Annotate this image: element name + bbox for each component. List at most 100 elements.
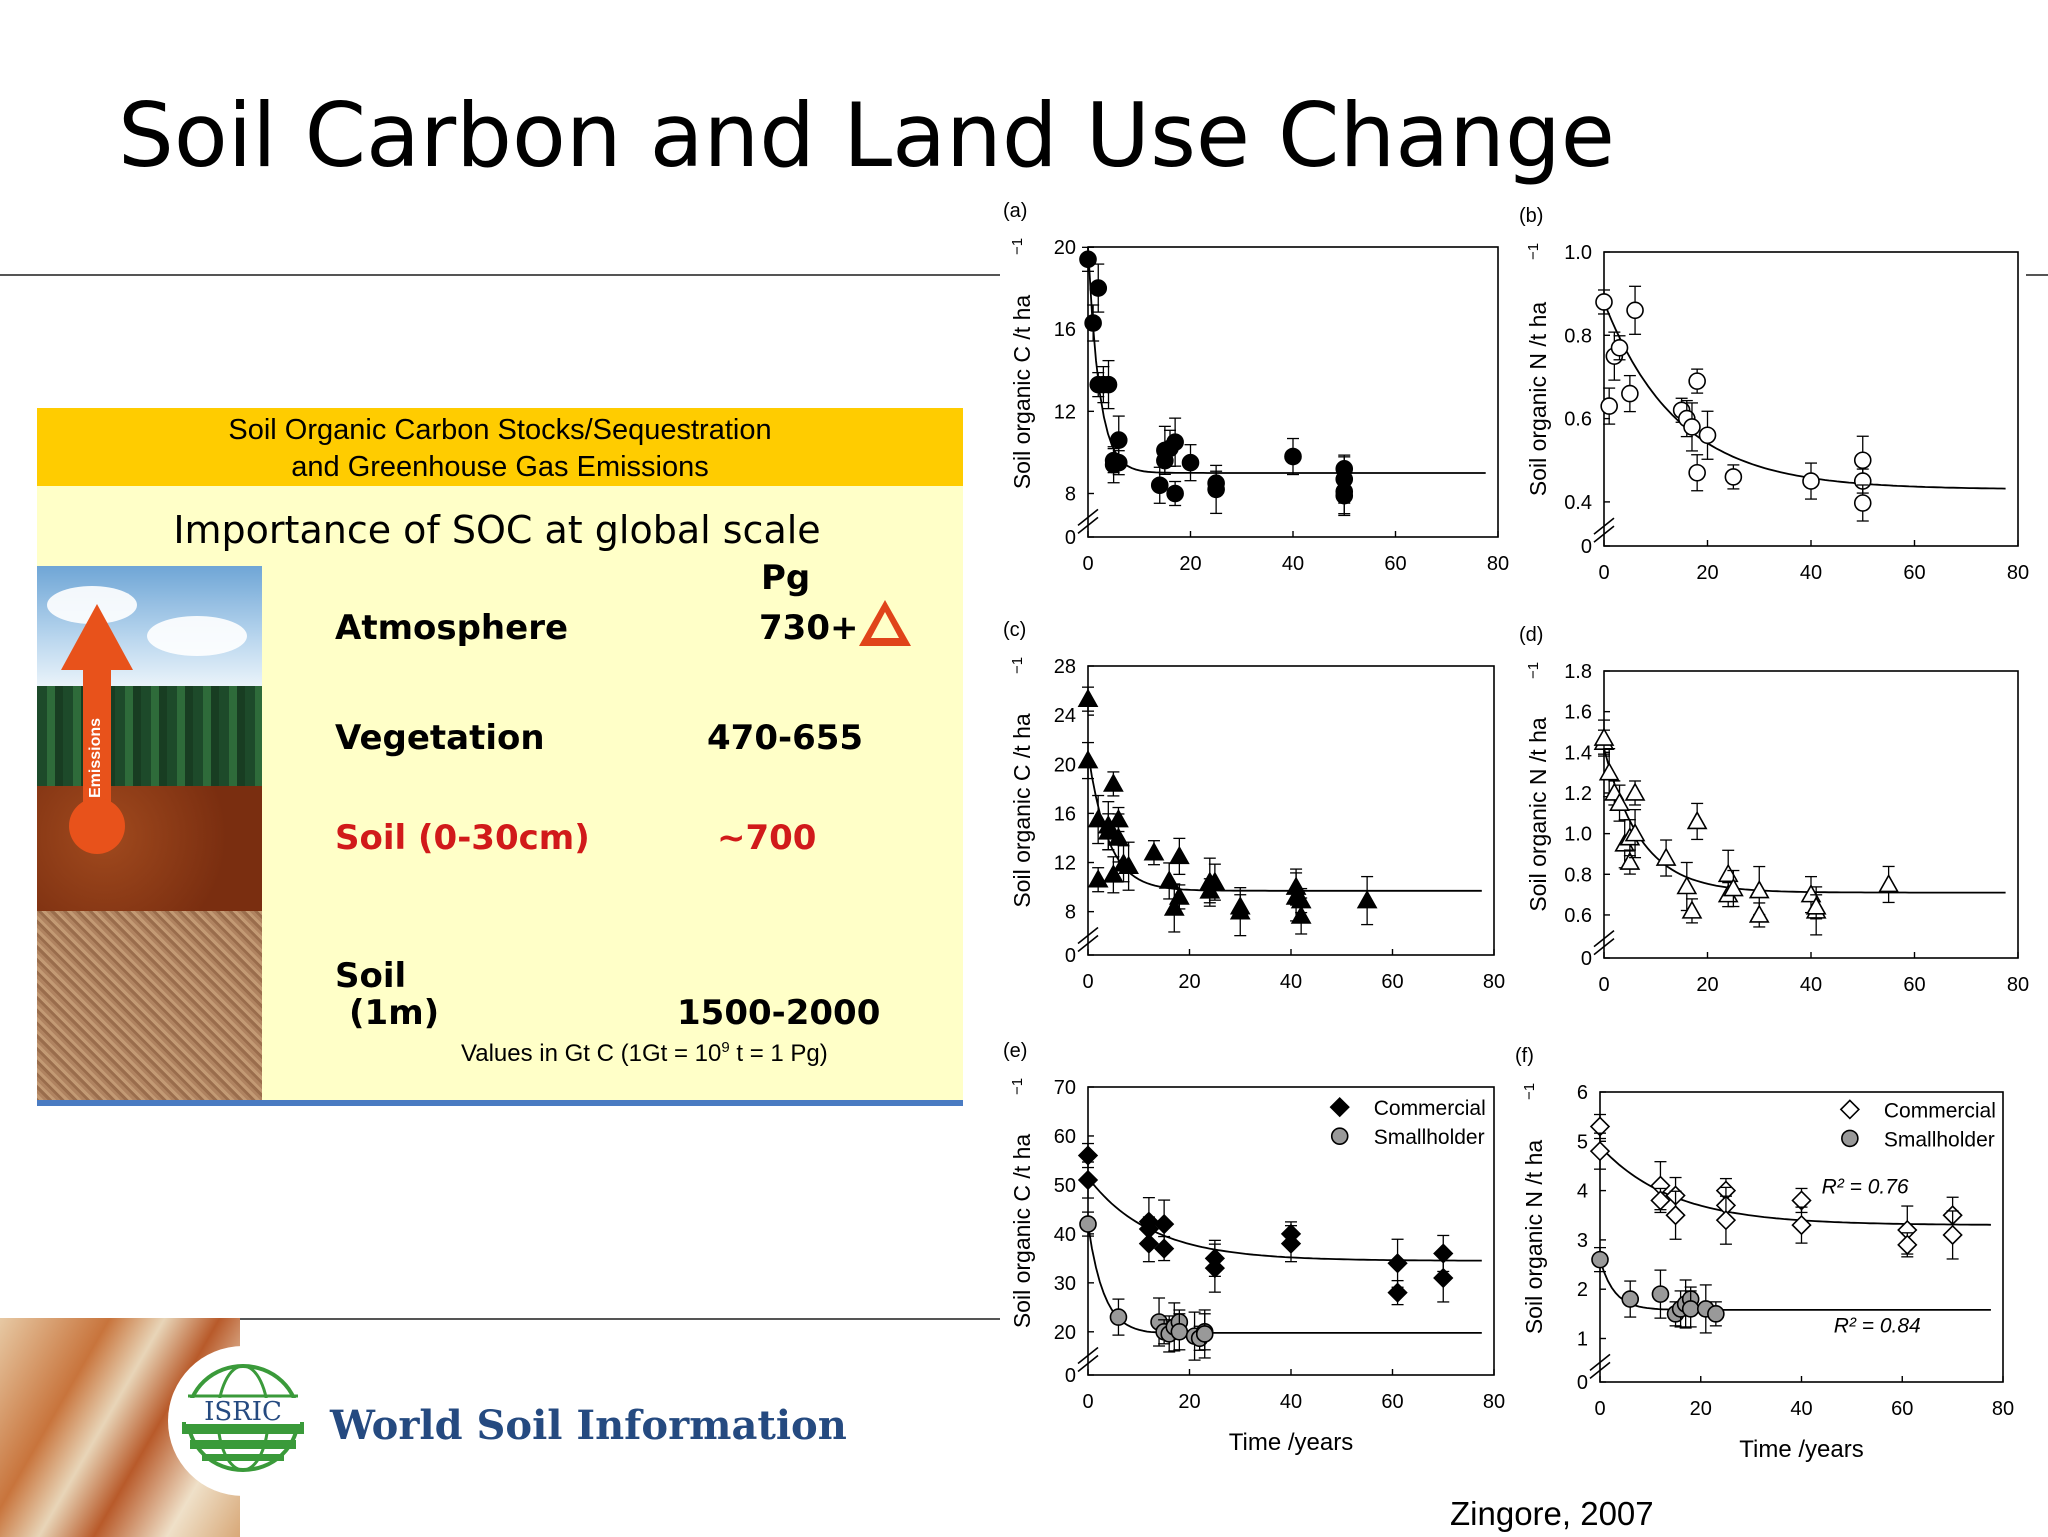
y-tick-label: 0.8 <box>1564 325 1592 347</box>
data-point <box>1087 869 1109 888</box>
data-point <box>1280 1233 1302 1254</box>
axis-break-mark <box>1077 1354 1099 1373</box>
data-point <box>1079 1215 1097 1233</box>
r-squared-annotation: R² = 0.84 <box>1834 1315 1921 1338</box>
data-point <box>1805 896 1827 915</box>
data-point <box>1109 431 1128 449</box>
data-point <box>1595 293 1613 311</box>
units-note-tail: t = 1 Pg) <box>729 1040 828 1067</box>
y-tick-label: 0 <box>1577 1372 1588 1394</box>
data-point <box>1683 418 1701 436</box>
units-note-exponent: 9 <box>721 1039 730 1056</box>
legend-marker <box>1839 1099 1860 1120</box>
cloud-shape <box>147 616 247 656</box>
legend-label: Smallholder <box>1374 1126 1485 1149</box>
y-tick-label: 12 <box>1054 401 1076 423</box>
y-tick-label: 20 <box>1054 237 1076 259</box>
data-point <box>1168 845 1190 865</box>
data-point <box>1724 468 1743 486</box>
x-tick-label: 20 <box>1696 562 1718 584</box>
panel-label: (e) <box>1003 1040 1027 1062</box>
x-tick-label: 20 <box>1178 971 1200 993</box>
inset-header-line2: and Greenhouse Gas Emissions <box>291 451 709 483</box>
data-point <box>1089 279 1108 297</box>
forest-image <box>37 686 262 786</box>
data-point <box>1624 823 1646 842</box>
legend-label: Commercial <box>1884 1099 1996 1122</box>
x-tick-label: 40 <box>1790 1398 1812 1420</box>
inset-header-line1: Soil Organic Carbon Stocks/Sequestration <box>228 414 772 446</box>
deep-soil-label: Soil <box>335 956 407 996</box>
x-tick-label: 0 <box>1598 562 1609 584</box>
data-point <box>1150 476 1169 495</box>
citation: Zingore, 2007 <box>1450 1495 1654 1532</box>
chart-frame <box>1087 246 1499 538</box>
inset-bottom-line <box>37 1100 963 1106</box>
y-tick-label: 8 <box>1065 902 1076 924</box>
fitted-curve <box>1603 301 2006 490</box>
data-point <box>1084 314 1102 332</box>
data-point <box>1715 1210 1737 1231</box>
data-point <box>1166 433 1184 451</box>
vegetation-label: Vegetation <box>335 718 545 758</box>
soil-profile-image: Emissions <box>37 566 262 1106</box>
data-point <box>1717 863 1739 883</box>
legend-marker <box>1330 1127 1349 1145</box>
fitted-curve <box>1603 748 2006 894</box>
data-point <box>1598 762 1620 781</box>
data-point <box>1103 864 1124 883</box>
data-point <box>1079 250 1097 269</box>
slide-title: Soil Carbon and Land Use Change <box>118 84 1615 187</box>
data-point <box>1791 1214 1812 1236</box>
atmosphere-value: 730+ <box>759 608 859 648</box>
isric-logo: ISRIC <box>168 1346 318 1496</box>
data-point <box>1676 875 1698 895</box>
y-axis-label: Soil organic N /t ha <box>1525 302 1551 497</box>
data-point <box>1195 1325 1214 1343</box>
y-tick-label: 0 <box>1581 536 1592 558</box>
x-tick-label: 80 <box>2007 562 2029 584</box>
y-tick-label: 0.4 <box>1564 492 1592 514</box>
deep-soil-depth: (1m) <box>349 993 440 1033</box>
chart-frame <box>1603 251 2019 547</box>
y-tick-label: 0 <box>1065 527 1076 549</box>
units-note-text: Values in Gt C (1Gt = 10 <box>461 1040 722 1067</box>
chart-frame <box>1087 665 1495 956</box>
panel-label: (f) <box>1515 1045 1534 1067</box>
data-point <box>1609 792 1630 811</box>
units-note: Values in Gt C (1Gt = 109 t = 1 Pg) <box>461 1039 828 1068</box>
y-axis-label: Soil organic N /t ha <box>1521 1140 1547 1335</box>
data-point <box>1077 749 1099 769</box>
topsoil-image <box>37 786 262 911</box>
data-point <box>1626 301 1644 320</box>
data-point <box>1878 873 1899 893</box>
legend-label: Smallholder <box>1884 1128 1995 1151</box>
y-axis-label: Soil organic N /t ha <box>1525 717 1551 912</box>
y-tick-label: 0 <box>1065 945 1076 967</box>
x-tick-label: 60 <box>1381 1391 1403 1413</box>
data-point <box>1284 447 1302 466</box>
axis-break-mark <box>1077 516 1099 535</box>
axis-break-mark <box>1593 938 1615 956</box>
globe-icon: ISRIC <box>182 1364 304 1472</box>
x-tick-label: 40 <box>1280 1391 1302 1413</box>
data-point <box>1204 1258 1226 1279</box>
data-point <box>1665 1205 1686 1226</box>
data-point <box>1118 855 1139 875</box>
x-tick-label: 60 <box>1903 562 1925 584</box>
data-point <box>1077 1169 1099 1191</box>
y-tick-label: 30 <box>1054 1273 1076 1295</box>
y-tick-label: 1 <box>1577 1329 1588 1351</box>
subsoil-image <box>37 911 262 1106</box>
data-point <box>1589 1141 1611 1162</box>
delta-triangle-icon <box>859 600 911 646</box>
y-tick-label: 1.8 <box>1564 661 1592 683</box>
organization-name: World Soil Information <box>330 1402 847 1449</box>
bottom-rule <box>0 1318 1000 1320</box>
y-axis-label-exponent: −1 <box>1525 662 1542 679</box>
data-point <box>1853 451 1872 470</box>
fitted-curve <box>1599 1145 1991 1226</box>
y-axis-label-exponent: −1 <box>1009 657 1026 674</box>
x-tick-label: 80 <box>1992 1398 2014 1420</box>
y-axis-label: Soil organic C /t ha <box>1009 713 1035 908</box>
